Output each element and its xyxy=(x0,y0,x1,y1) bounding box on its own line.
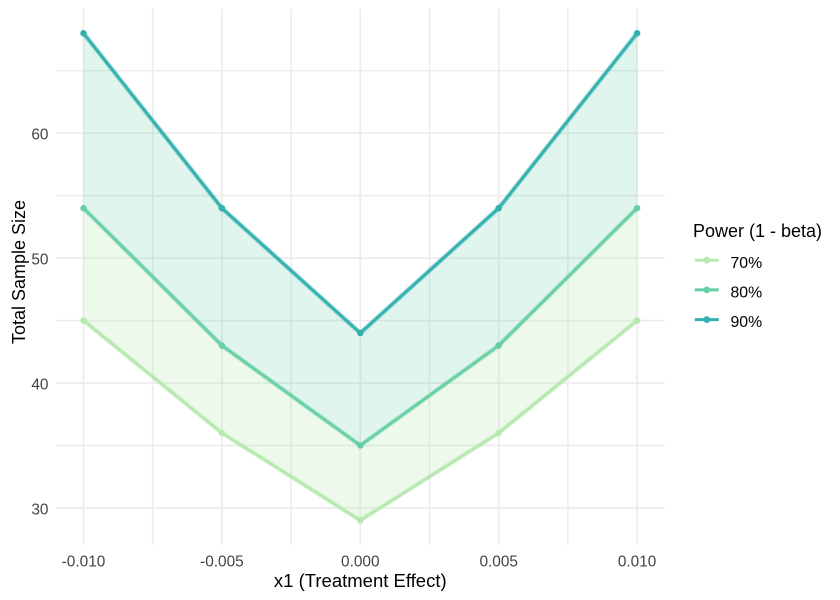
svg-text:30: 30 xyxy=(31,501,48,518)
svg-text:x1 (Treatment Effect): x1 (Treatment Effect) xyxy=(274,570,447,591)
svg-text:40: 40 xyxy=(31,376,48,393)
svg-text:-0.010: -0.010 xyxy=(62,553,106,570)
svg-text:80%: 80% xyxy=(731,285,763,302)
svg-text:60: 60 xyxy=(31,127,48,144)
svg-text:0.000: 0.000 xyxy=(341,553,380,570)
svg-text:Total Sample Size: Total Sample Size xyxy=(9,200,29,344)
svg-text:-0.005: -0.005 xyxy=(200,553,244,570)
svg-text:50: 50 xyxy=(31,252,48,269)
svg-text:90%: 90% xyxy=(731,314,763,331)
svg-text:0.005: 0.005 xyxy=(479,553,518,570)
svg-text:0.010: 0.010 xyxy=(618,553,657,570)
svg-text:70%: 70% xyxy=(731,255,763,272)
svg-text:Power (1 - beta): Power (1 - beta) xyxy=(693,221,822,241)
